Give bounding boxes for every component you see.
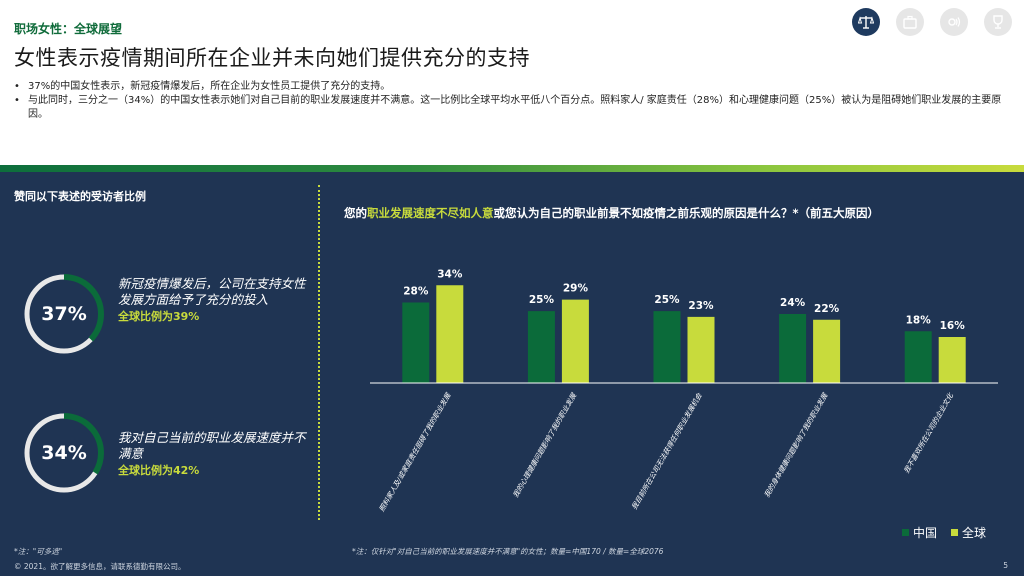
bullet-text: 37%的中国女性表示，新冠疫情爆发后，所在企业为女性员工提供了充分的支持。 <box>28 81 391 92</box>
stat-description: 新冠疫情爆发后，公司在支持女性发展方面给予了充分的投入 全球比例为39% <box>118 276 310 325</box>
data-label: 18% <box>906 314 932 326</box>
data-label: 16% <box>940 320 966 332</box>
category-label: 我目前所在公司无法获得任何职业发展机会 <box>630 391 704 511</box>
gradient-band <box>0 165 1024 172</box>
data-label: 23% <box>688 300 714 312</box>
scale-icon[interactable] <box>852 8 880 36</box>
chart-legend: 中国 全球 <box>902 524 986 541</box>
page-title: 女性表示疫情期间所在企业并未向她们提供充分的支持 <box>14 46 530 70</box>
bar-china <box>402 302 430 383</box>
bar-global <box>687 316 715 383</box>
legend-item-global: 全球 <box>951 524 986 541</box>
data-label: 34% <box>437 268 463 280</box>
data-label: 22% <box>814 303 840 315</box>
category-label: 照料家人及/或家庭责任阻碍了我的职业发展 <box>378 391 453 513</box>
legend-label: 全球 <box>962 526 987 540</box>
chart-title: 您的职业发展速度不尽如人意或您认为自己的职业前景不如疫情之前乐观的原因是什么？*… <box>344 205 879 221</box>
data-label: 24% <box>780 297 806 309</box>
summary-bullets: • 37%的中国女性表示，新冠疫情爆发后，所在企业为女性员工提供了充分的支持。 •… <box>14 80 1010 122</box>
bar-global <box>561 299 589 383</box>
donut-chart-2 <box>24 413 104 493</box>
bar-chart: 28% 34% 照料家人及/或家庭责任阻碍了我的职业发展 25% 29% 我的心理健康问题… <box>370 268 998 513</box>
chart-title-highlight: 职业发展速度不尽如人意 <box>367 206 494 220</box>
bar-china <box>904 331 932 383</box>
donut-arc <box>24 413 104 493</box>
category-label: 我的心理健康问题影响了我的职业发展 <box>512 391 579 499</box>
stat-global: 全球比例为42% <box>118 464 200 477</box>
briefcase-icon[interactable] <box>896 8 924 36</box>
bullet-item: • 与此同时，三分之一（34%）的中国女性表示她们对自己目前的职业发展速度并不满意… <box>14 94 1010 122</box>
legend-label: 中国 <box>913 526 938 540</box>
donut-arc <box>24 274 104 354</box>
donut-chart-1 <box>24 274 104 354</box>
stat-global: 全球比例为39% <box>118 310 200 323</box>
legend-swatch <box>902 529 909 536</box>
footnote-right: *注：仅针对"对自己当前的职业发展速度并不满意"的女性；数量=中国170 / 数… <box>352 547 664 556</box>
page-number: 5 <box>1003 561 1008 570</box>
trophy-icon[interactable] <box>984 8 1012 36</box>
stat-description: 我对自己当前的职业发展速度并不满意 全球比例为42% <box>118 430 310 479</box>
chart-title-suffix: 或您认为自己的职业前景不如疫情之前乐观的原因是什么？*（前五大原因） <box>493 206 880 220</box>
bar-global <box>813 319 841 383</box>
top-nav-icons <box>852 8 1012 36</box>
copyright: © 2021。欲了解更多信息，请联系德勤有限公司。 <box>14 562 186 571</box>
data-label: 28% <box>403 286 429 298</box>
bar-china <box>779 314 807 383</box>
data-label: 29% <box>563 283 589 295</box>
bullet-text: 与此同时，三分之一（34%）的中国女性表示她们对自己目前的职业发展速度并不满意。… <box>28 95 1002 120</box>
data-label: 25% <box>529 294 555 306</box>
donut-value: 37% <box>41 303 87 325</box>
panel-divider <box>318 185 320 520</box>
speaker-icon[interactable] <box>940 8 968 36</box>
left-panel-heading: 赞同以下表述的受访者比例 <box>14 190 146 203</box>
content-panel <box>0 172 1024 576</box>
data-label: 25% <box>654 294 680 306</box>
bar-global <box>436 285 464 383</box>
footnote-left: *注："可多选" <box>14 547 63 556</box>
category-label: 我不喜欢所在公司的企业文化 <box>903 391 956 475</box>
donut-value: 34% <box>41 442 87 464</box>
bar-china <box>653 311 681 383</box>
stat-text: 新冠疫情爆发后，公司在支持女性发展方面给予了充分的投入 <box>118 276 306 307</box>
section-kicker: 职场女性：全球展望 <box>14 22 123 36</box>
stat-text: 我对自己当前的职业发展速度并不满意 <box>118 430 306 461</box>
legend-item-china: 中国 <box>902 524 937 541</box>
bar-china <box>527 311 555 383</box>
legend-swatch <box>951 529 959 536</box>
category-label: 我的身体健康问题影响了我的职业发展 <box>763 391 830 499</box>
bar-global <box>938 337 966 383</box>
chart-title-prefix: 您的 <box>344 206 367 220</box>
bullet-item: • 37%的中国女性表示，新冠疫情爆发后，所在企业为女性员工提供了充分的支持。 <box>14 81 391 92</box>
